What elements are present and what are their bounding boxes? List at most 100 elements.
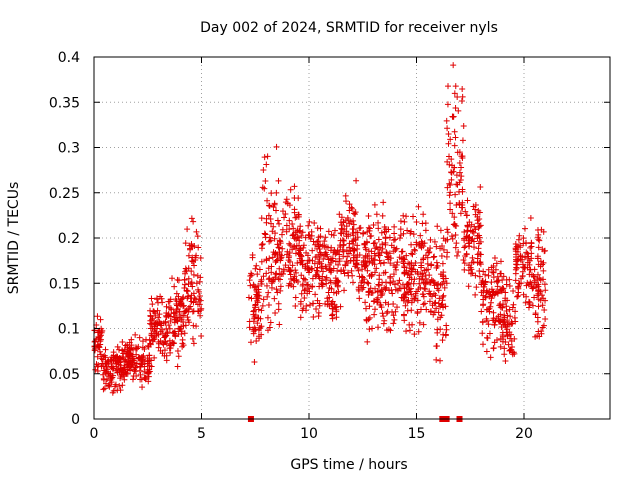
data-point: [181, 281, 188, 288]
data-point: [174, 363, 181, 370]
data-point: [497, 311, 504, 318]
data-point: [289, 262, 296, 269]
data-point: [375, 281, 382, 288]
data-point: [523, 240, 530, 247]
data-point: [258, 280, 265, 287]
data-point: [266, 234, 273, 241]
data-point: [273, 207, 280, 214]
data-point: [507, 347, 514, 354]
data-point: [363, 317, 370, 324]
data-point: [314, 264, 321, 271]
data-point: [155, 340, 162, 347]
data-point: [94, 313, 101, 320]
data-point: [305, 285, 312, 292]
data-point: [490, 345, 497, 352]
data-point: [266, 202, 273, 209]
data-point: [368, 248, 375, 255]
data-point: [378, 229, 385, 236]
data-point: [361, 241, 368, 248]
data-point: [339, 222, 346, 229]
data-point: [437, 357, 444, 364]
data-point: [516, 280, 523, 287]
data-point: [520, 264, 527, 271]
data-point: [490, 309, 497, 316]
data-point: [400, 258, 407, 265]
data-points: [91, 62, 549, 396]
data-point: [421, 267, 428, 274]
data-point: [469, 270, 476, 277]
data-point: [469, 254, 476, 261]
data-point: [345, 272, 352, 279]
y-axis-label: SRMTID / TECUs: [6, 182, 22, 295]
data-point: [407, 271, 414, 278]
data-point: [444, 226, 451, 233]
data-point: [530, 284, 537, 291]
data-point: [525, 304, 532, 311]
data-point: [433, 259, 440, 266]
data-point: [444, 101, 451, 108]
data-point: [315, 238, 322, 245]
data-point: [107, 356, 114, 363]
data-point: [523, 249, 530, 256]
data-point: [387, 280, 394, 287]
data-point: [486, 330, 493, 337]
data-point: [397, 226, 404, 233]
data-point: [252, 265, 259, 272]
data-point: [137, 364, 144, 371]
data-point: [408, 291, 415, 298]
data-point: [351, 254, 358, 261]
data-point: [181, 276, 188, 283]
data-point: [475, 220, 482, 227]
data-point: [137, 371, 144, 378]
data-point: [97, 338, 104, 345]
data-point: [509, 343, 516, 350]
data-point: [271, 200, 278, 207]
data-point: [193, 280, 200, 287]
data-point: [253, 262, 260, 269]
data-point: [189, 335, 196, 342]
data-point: [542, 297, 549, 304]
data-point: [476, 216, 483, 223]
data-point: [504, 317, 511, 324]
data-point: [255, 314, 262, 321]
data-point: [393, 266, 399, 273]
data-point: [185, 293, 192, 300]
data-point: [325, 289, 332, 296]
data-point: [251, 284, 258, 291]
data-point: [97, 316, 104, 323]
data-point: [396, 254, 403, 261]
data-point: [462, 243, 469, 250]
data-point: [266, 202, 273, 209]
data-point: [262, 178, 269, 185]
data-point: [504, 326, 511, 333]
data-point: [115, 358, 122, 365]
data-point: [261, 154, 268, 161]
data-point: [275, 177, 282, 184]
y-tick-label: 0.4: [58, 50, 80, 66]
data-point: [501, 345, 508, 352]
data-point: [95, 334, 102, 341]
data-point: [276, 265, 283, 272]
data-point: [185, 275, 192, 282]
data-point: [260, 167, 267, 174]
data-point: [409, 321, 416, 328]
data-point: [358, 279, 365, 286]
data-point: [437, 326, 444, 333]
data-point: [439, 297, 446, 304]
data-point: [445, 140, 452, 147]
data-point: [96, 348, 103, 355]
data-point: [304, 290, 311, 297]
data-point: [281, 214, 288, 221]
data-point: [252, 304, 259, 311]
data-point: [372, 245, 379, 252]
data-point: [370, 298, 377, 305]
data-point: [355, 267, 362, 274]
data-point: [300, 242, 307, 249]
data-point: [306, 302, 313, 309]
data-point: [255, 286, 262, 293]
data-point: [367, 285, 374, 292]
data-point: [396, 235, 403, 242]
data-point: [309, 283, 316, 290]
data-point: [335, 261, 342, 268]
